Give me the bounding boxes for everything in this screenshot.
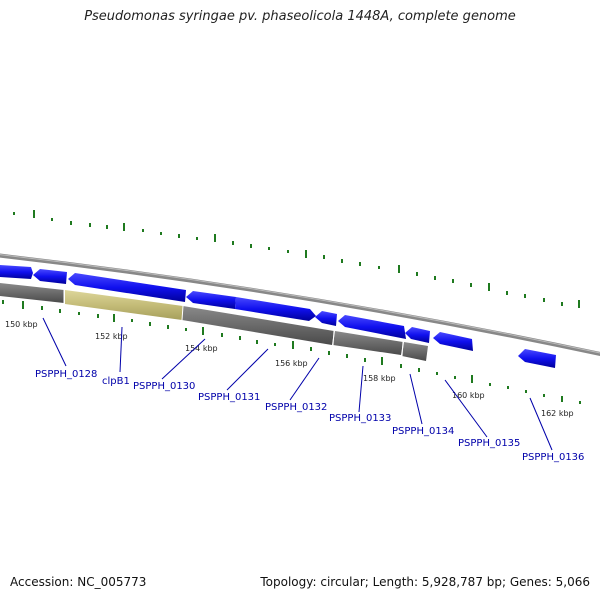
gene-label: PSPPH_0131 — [198, 392, 260, 403]
gene-labels: PSPPH_0128 clpB1 PSPPH_0130 PSPPH_0131 P… — [35, 369, 584, 463]
cds-arrow — [405, 327, 430, 343]
genome-summary-text: Topology: circular; Length: 5,928,787 bp… — [260, 575, 590, 589]
scale-label: 152 kbp — [95, 332, 128, 341]
cds-arrow — [235, 297, 316, 321]
cds-arrow — [68, 273, 186, 302]
cds-arrow — [518, 349, 556, 368]
scale-label: 160 kbp — [452, 391, 485, 400]
scale-label: 162 kbp — [541, 409, 574, 418]
gene-label: clpB1 — [102, 376, 130, 387]
genome-backbone — [0, 253, 600, 356]
highlighted-gene-feature — [65, 290, 183, 320]
gene-label: PSPPH_0132 — [265, 402, 327, 413]
gc-content-track-inner — [2, 300, 581, 404]
map-title: Pseudomonas syringae pv. phaseolicola 14… — [84, 9, 516, 24]
scale-label: 150 kbp — [5, 320, 38, 329]
gene-label: PSPPH_0128 — [35, 369, 97, 380]
cds-arrow — [0, 265, 33, 279]
gene-label: PSPPH_0130 — [133, 381, 195, 392]
scale-labels: 150 kbp 152 kbp 154 kbp 156 kbp 158 kbp … — [5, 320, 574, 418]
scale-label: 156 kbp — [275, 359, 308, 368]
cds-arrow — [186, 291, 236, 309]
cds-arrow — [433, 332, 473, 351]
accession-text: Accession: NC_005773 — [10, 575, 147, 589]
scale-label: 154 kbp — [185, 344, 218, 353]
scale-label: 158 kbp — [363, 374, 396, 383]
cds-arrow — [315, 311, 337, 326]
gene-label: PSPPH_0136 — [522, 452, 584, 463]
gene-leader-lines — [42, 317, 553, 451]
gene-label: PSPPH_0133 — [329, 413, 391, 424]
feature-track — [0, 283, 428, 361]
gene-label: PSPPH_0135 — [458, 438, 520, 449]
gc-content-track-outer — [13, 210, 580, 308]
gene-label: PSPPH_0134 — [392, 426, 454, 437]
cds-arrow — [33, 269, 67, 284]
cds-arrow — [338, 315, 406, 339]
cds-track — [0, 265, 556, 368]
